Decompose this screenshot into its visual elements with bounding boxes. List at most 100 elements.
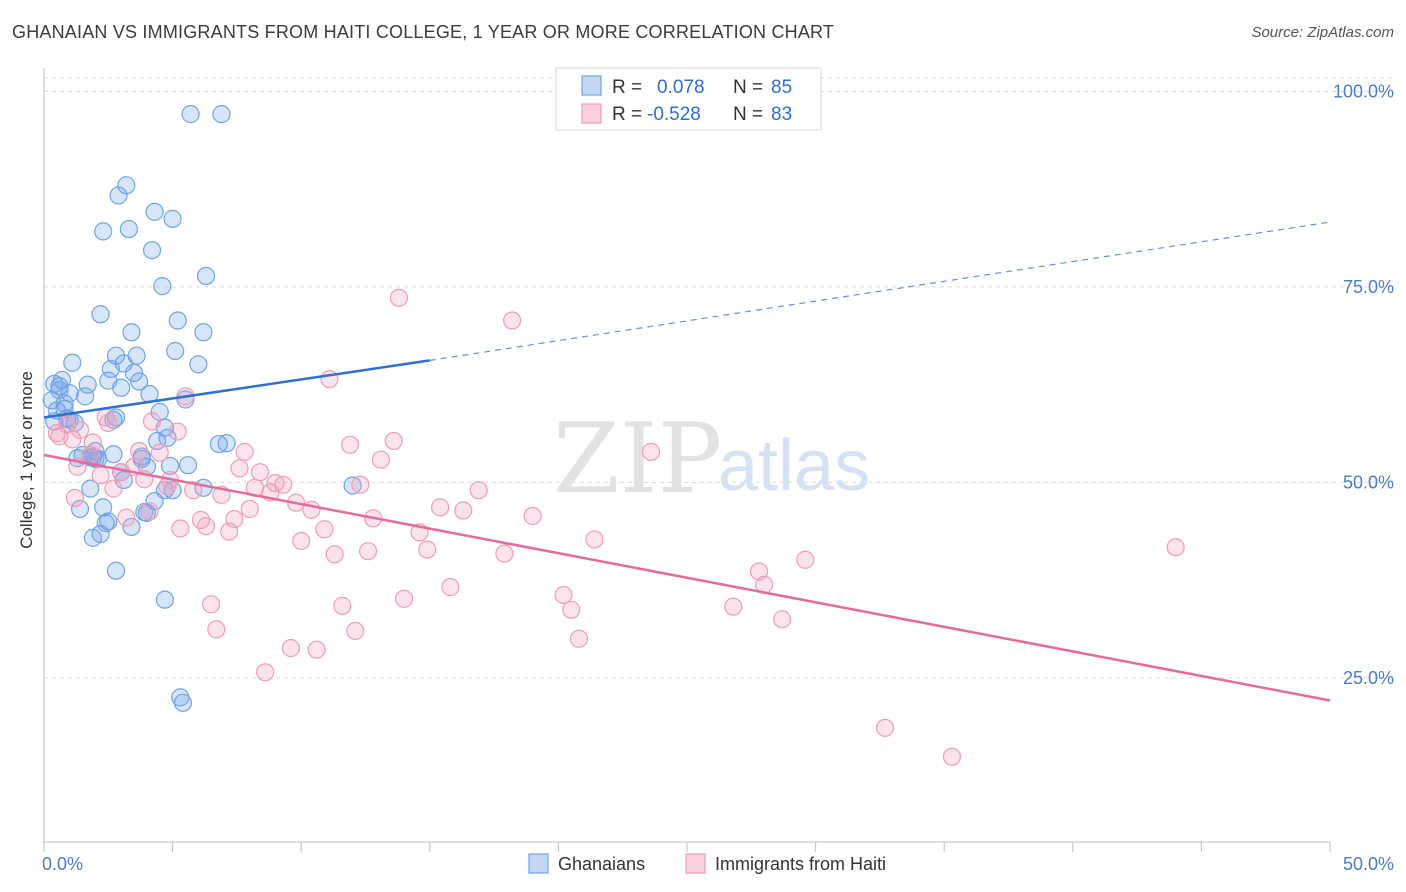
ghanaian-point-56 bbox=[212, 105, 231, 124]
ghanaian-trend-extension bbox=[429, 221, 1331, 361]
ghanaian-point-28 bbox=[117, 176, 136, 195]
haiti-point-34 bbox=[230, 459, 249, 478]
haiti-point-62 bbox=[418, 540, 437, 559]
ghanaian-point-5 bbox=[55, 394, 74, 413]
haiti-point-63 bbox=[430, 498, 450, 517]
ghanaian-point-38 bbox=[142, 241, 162, 260]
haiti-point-8 bbox=[83, 433, 102, 452]
legend-n-label-1: N = bbox=[733, 77, 763, 98]
haiti-point-26 bbox=[184, 481, 203, 500]
haiti-point-59 bbox=[389, 288, 409, 307]
y-tick-label-3: 100.0% bbox=[1333, 81, 1394, 101]
ghanaian-point-61 bbox=[50, 377, 69, 396]
haiti-point-42 bbox=[274, 475, 293, 494]
haiti-point-28 bbox=[196, 517, 216, 536]
haiti-point-29 bbox=[202, 595, 221, 614]
ghanaian-point-59 bbox=[209, 434, 228, 454]
ghanaian-point-83 bbox=[178, 456, 198, 475]
ghanaian-point-53 bbox=[189, 355, 208, 374]
haiti-point-20 bbox=[150, 443, 169, 462]
haiti-point-24 bbox=[171, 519, 190, 538]
haiti-trend-line bbox=[43, 453, 1331, 702]
haiti-point-41 bbox=[266, 474, 285, 493]
haiti-point-6 bbox=[70, 420, 90, 440]
haiti-point-58 bbox=[384, 431, 403, 451]
watermark: ZIP atlas bbox=[553, 403, 870, 515]
haiti-point-66 bbox=[469, 481, 488, 500]
haiti-point-65 bbox=[454, 501, 473, 520]
ghanaian-point-30 bbox=[122, 323, 141, 342]
legend-n-value-2: 83 bbox=[771, 104, 792, 125]
haiti-point-23 bbox=[168, 422, 187, 441]
grid-lines bbox=[44, 77, 1392, 679]
ghanaian-point-45 bbox=[160, 456, 180, 476]
haiti-point-79 bbox=[796, 550, 815, 569]
legend-r-value-1: 0.078 bbox=[657, 77, 705, 98]
haiti-point-47 bbox=[307, 640, 326, 659]
ghanaian-point-25 bbox=[109, 186, 128, 205]
haiti-point-60 bbox=[394, 589, 414, 608]
haiti-point-73 bbox=[585, 530, 604, 549]
ghanaian-point-54 bbox=[194, 323, 213, 342]
ghanaian-point-26 bbox=[112, 378, 131, 397]
haiti-point-57 bbox=[371, 450, 391, 469]
haiti-point-71 bbox=[562, 600, 581, 619]
haiti-point-67 bbox=[503, 311, 522, 330]
legend-r-value-2: -0.528 bbox=[647, 104, 701, 125]
ghanaian-point-84 bbox=[83, 528, 102, 547]
x-tick-label-min: 0.0% bbox=[42, 854, 83, 874]
legend-r-label-2: R = bbox=[612, 104, 642, 125]
ghanaian-point-39 bbox=[145, 202, 164, 221]
haiti-point-16 bbox=[130, 441, 149, 461]
ghanaian-point-68 bbox=[94, 498, 113, 517]
legend-swatch-ghanaians bbox=[581, 75, 602, 96]
bottom-legend-haiti: Immigrants from Haiti bbox=[715, 854, 886, 874]
haiti-point-69 bbox=[523, 506, 542, 526]
ghanaian-point-44 bbox=[158, 428, 177, 447]
haiti-point-39 bbox=[256, 663, 275, 682]
haiti-point-48 bbox=[315, 520, 334, 539]
ghanaian-point-29 bbox=[119, 219, 138, 239]
haiti-point-80 bbox=[875, 718, 895, 737]
haiti-point-9 bbox=[91, 466, 110, 485]
haiti-point-36 bbox=[240, 499, 259, 519]
y-tick-labels: 25.0% 50.0% 75.0% 100.0% bbox=[1333, 81, 1394, 687]
ghanaian-point-47 bbox=[166, 341, 185, 361]
legend-r-label-1: R = bbox=[612, 77, 642, 98]
y-tick-label-2: 75.0% bbox=[1343, 277, 1394, 297]
legend-box: R = 0.078 N = 85 R = -0.528 N = 83 bbox=[555, 67, 822, 131]
haiti-point-78 bbox=[773, 610, 792, 629]
haiti-point-54 bbox=[351, 475, 370, 494]
haiti-point-72 bbox=[569, 629, 589, 648]
haiti-point-45 bbox=[292, 531, 311, 551]
haiti-point-12 bbox=[104, 479, 123, 498]
ghanaian-point-12 bbox=[76, 387, 95, 406]
legend-swatch-haiti bbox=[581, 103, 602, 124]
trend-lines bbox=[43, 221, 1331, 702]
ghanaian-point-57 bbox=[217, 434, 236, 453]
haiti-point-33 bbox=[225, 510, 244, 529]
ghanaian-point-24 bbox=[106, 346, 126, 365]
haiti-point-82 bbox=[1166, 538, 1185, 557]
ghanaians-points bbox=[42, 105, 362, 712]
ghanaian-point-48 bbox=[168, 311, 187, 330]
bottom-legend: Ghanaians Immigrants from Haiti bbox=[528, 853, 886, 874]
ghanaian-point-32 bbox=[127, 346, 146, 365]
y-axis-label: College, 1 year or more bbox=[17, 371, 36, 549]
legend-n-value-1: 85 bbox=[771, 77, 792, 98]
bottom-legend-swatch-ghanaians bbox=[528, 853, 549, 874]
haiti-point-3 bbox=[63, 430, 82, 449]
ghanaian-point-78 bbox=[155, 590, 174, 609]
ghanaian-point-11 bbox=[70, 499, 90, 519]
haiti-point-30 bbox=[207, 620, 226, 639]
haiti-point-19 bbox=[142, 412, 162, 431]
y-tick-label-1: 50.0% bbox=[1343, 472, 1394, 492]
ghanaian-point-13 bbox=[78, 375, 97, 394]
haiti-points bbox=[47, 288, 1185, 766]
chart-title: GHANAIAN VS IMMIGRANTS FROM HAITI COLLEG… bbox=[12, 22, 835, 42]
haiti-point-11 bbox=[99, 413, 118, 433]
haiti-point-52 bbox=[340, 435, 360, 454]
haiti-point-81 bbox=[942, 747, 962, 766]
ghanaian-point-55 bbox=[196, 266, 216, 286]
ghanaian-point-70 bbox=[104, 445, 123, 464]
